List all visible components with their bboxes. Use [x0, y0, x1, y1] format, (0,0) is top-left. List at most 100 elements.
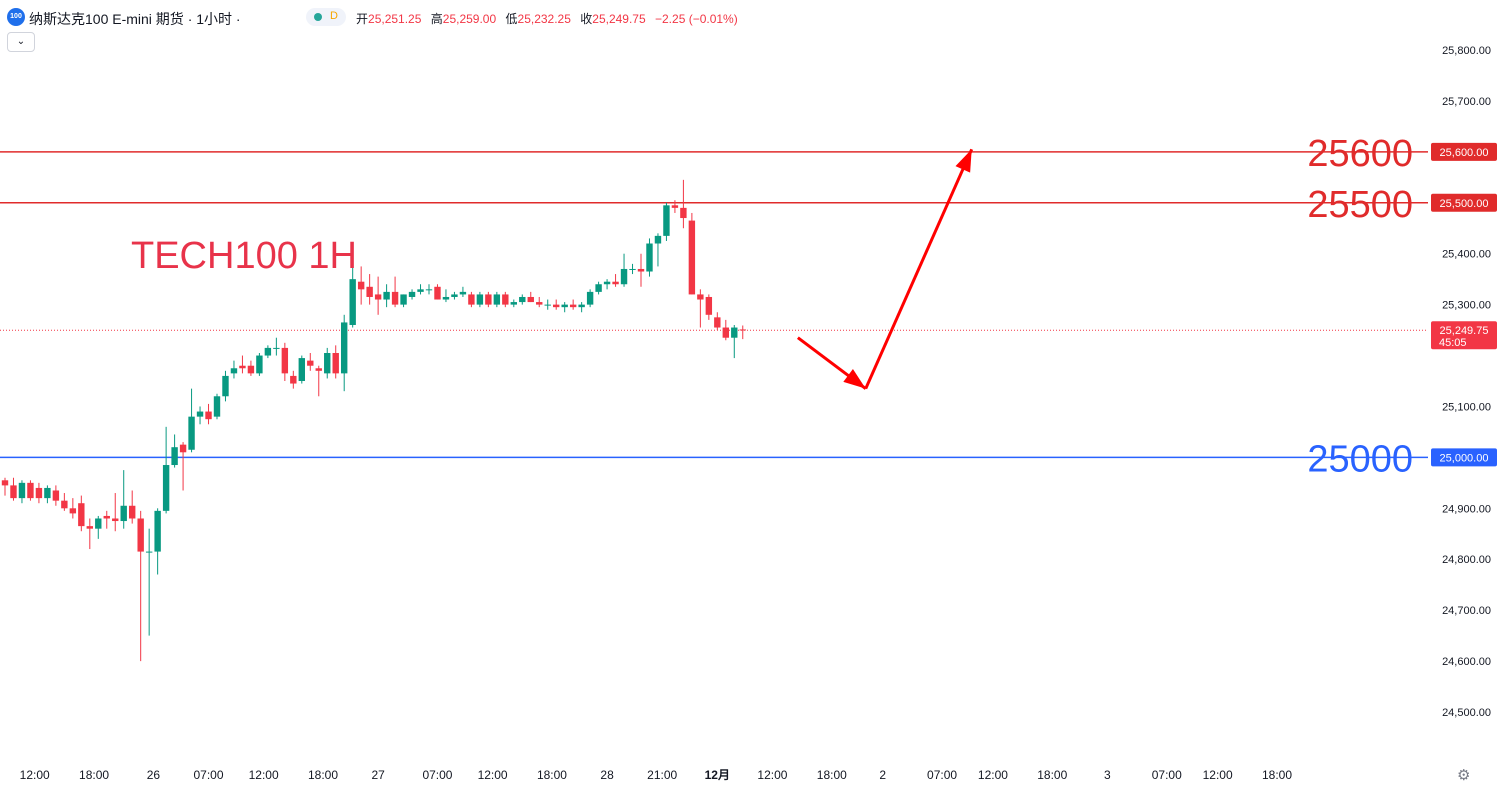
- candle-body: [595, 284, 602, 292]
- candle-body: [646, 243, 653, 272]
- candle-body: [654, 235, 662, 244]
- x-tick-label: 3: [1104, 768, 1111, 782]
- candle-body: [493, 294, 501, 305]
- candle-body: [290, 375, 297, 384]
- x-tick-label: 12:00: [20, 768, 50, 782]
- x-tick-label: 26: [147, 768, 161, 782]
- level-axis-tag-label: 25,500.00: [1440, 198, 1489, 210]
- level-label-25500[interactable]: 25500: [1307, 184, 1413, 226]
- candle-body: [69, 508, 77, 514]
- level-axis-tag-label: 25,600.00: [1440, 147, 1489, 159]
- y-tick-label: 24,900.00: [1442, 503, 1491, 515]
- candle-body: [205, 411, 212, 420]
- candles-layer: [1, 179, 746, 662]
- candle-body: [349, 279, 356, 325]
- candle-body: [256, 355, 263, 374]
- candle-body: [536, 302, 543, 305]
- level-text-labels[interactable]: 25600 25500 25000: [1307, 133, 1413, 481]
- y-tick-label: 25,800.00: [1442, 45, 1491, 57]
- x-tick-label: 18:00: [817, 768, 847, 782]
- candle-body: [120, 505, 127, 522]
- candle-body: [179, 444, 187, 453]
- y-tick-label: 24,800.00: [1442, 554, 1491, 566]
- x-tick-label: 18:00: [537, 768, 567, 782]
- candle-body: [569, 304, 577, 308]
- collapse-legend-button[interactable]: ⌄: [7, 32, 35, 52]
- candle-body: [145, 551, 153, 553]
- candle-body: [222, 375, 229, 397]
- candle-body: [739, 329, 746, 331]
- candle-body: [332, 352, 339, 374]
- gear-icon[interactable]: ⚙: [1457, 767, 1471, 784]
- symbol-logo[interactable]: 100: [7, 8, 25, 26]
- candle-body: [629, 268, 636, 270]
- candle-body: [86, 526, 93, 529]
- candle-body: [366, 286, 373, 297]
- y-tick-label: 24,700.00: [1442, 605, 1491, 617]
- candle-body: [213, 396, 221, 417]
- chart-annotation-title[interactable]: TECH100 1H: [131, 235, 357, 277]
- candle-body: [52, 490, 60, 501]
- up-arrow-shaft[interactable]: [864, 148, 974, 390]
- level-label-25000[interactable]: 25000: [1307, 438, 1413, 480]
- candle-body: [544, 304, 551, 306]
- high-value: 25,259.00: [442, 12, 497, 26]
- candle-body: [264, 347, 272, 356]
- x-tick-label: 12:00: [249, 768, 279, 782]
- x-tick-label: 07:00: [1152, 768, 1182, 782]
- candle-body: [637, 268, 645, 272]
- candle-body: [502, 294, 509, 305]
- candle-body: [196, 411, 204, 417]
- candle-body: [561, 304, 568, 308]
- candle-body: [78, 503, 85, 527]
- candle-body: [324, 352, 331, 374]
- symbol-title[interactable]: 纳斯达克100 E-mini 期货 · 1小时 ·: [29, 11, 241, 27]
- candle-body: [357, 281, 365, 290]
- level-label-25600[interactable]: 25600: [1307, 133, 1413, 175]
- candle-body: [714, 317, 721, 328]
- down-arrow-head[interactable]: [843, 369, 866, 389]
- candle-body: [307, 360, 314, 366]
- y-tick-label: 25,400.00: [1442, 249, 1491, 261]
- delayed-data-badge: D: [330, 10, 338, 22]
- market-status-pill[interactable]: D: [306, 8, 346, 26]
- candle-body: [18, 482, 26, 499]
- candle-body: [442, 296, 450, 300]
- level-axis-tag-bg: [1431, 193, 1497, 212]
- forecast-arrows[interactable]: [796, 148, 974, 390]
- candle-body: [129, 505, 136, 519]
- candle-body: [315, 368, 322, 371]
- x-tick-label: 12:00: [978, 768, 1008, 782]
- candle-body: [553, 304, 560, 308]
- x-tick-label: 28: [600, 768, 614, 782]
- candle-body: [44, 487, 51, 499]
- high-label: 高: [430, 12, 443, 26]
- last-price-tag-bg: [1431, 321, 1497, 350]
- candle-body: [171, 447, 178, 466]
- candle-body: [112, 518, 119, 522]
- candle-body: [188, 416, 195, 450]
- up-arrow-head[interactable]: [955, 149, 972, 173]
- time-axis[interactable]: 12:00 18:00 26 07:00 12:00 18:00 27 07:00 12:00 1…: [20, 768, 1293, 782]
- candle-body: [298, 358, 305, 381]
- candle-body: [485, 294, 492, 305]
- last-price-value: 25,249.75: [1440, 325, 1489, 337]
- x-tick-label: 07:00: [927, 768, 957, 782]
- low-label: 低: [505, 12, 518, 26]
- candle-body: [425, 289, 433, 291]
- candle-body: [468, 294, 475, 305]
- candle-body: [578, 304, 585, 308]
- candle-body: [586, 291, 594, 305]
- x-tick-label: 2: [879, 768, 886, 782]
- candle-body: [722, 327, 729, 338]
- x-tick-label: 12:00: [757, 768, 787, 782]
- x-tick-label: 18:00: [308, 768, 338, 782]
- price-axis[interactable]: 25,600.00 25,500.00 25,000.00 25,800.00 25,7…: [1431, 45, 1497, 719]
- candle-body: [451, 294, 458, 297]
- bar-countdown: 45:05: [1439, 337, 1467, 349]
- candle-body: [612, 281, 619, 285]
- candle-body: [527, 296, 534, 303]
- candle-body: [239, 365, 246, 369]
